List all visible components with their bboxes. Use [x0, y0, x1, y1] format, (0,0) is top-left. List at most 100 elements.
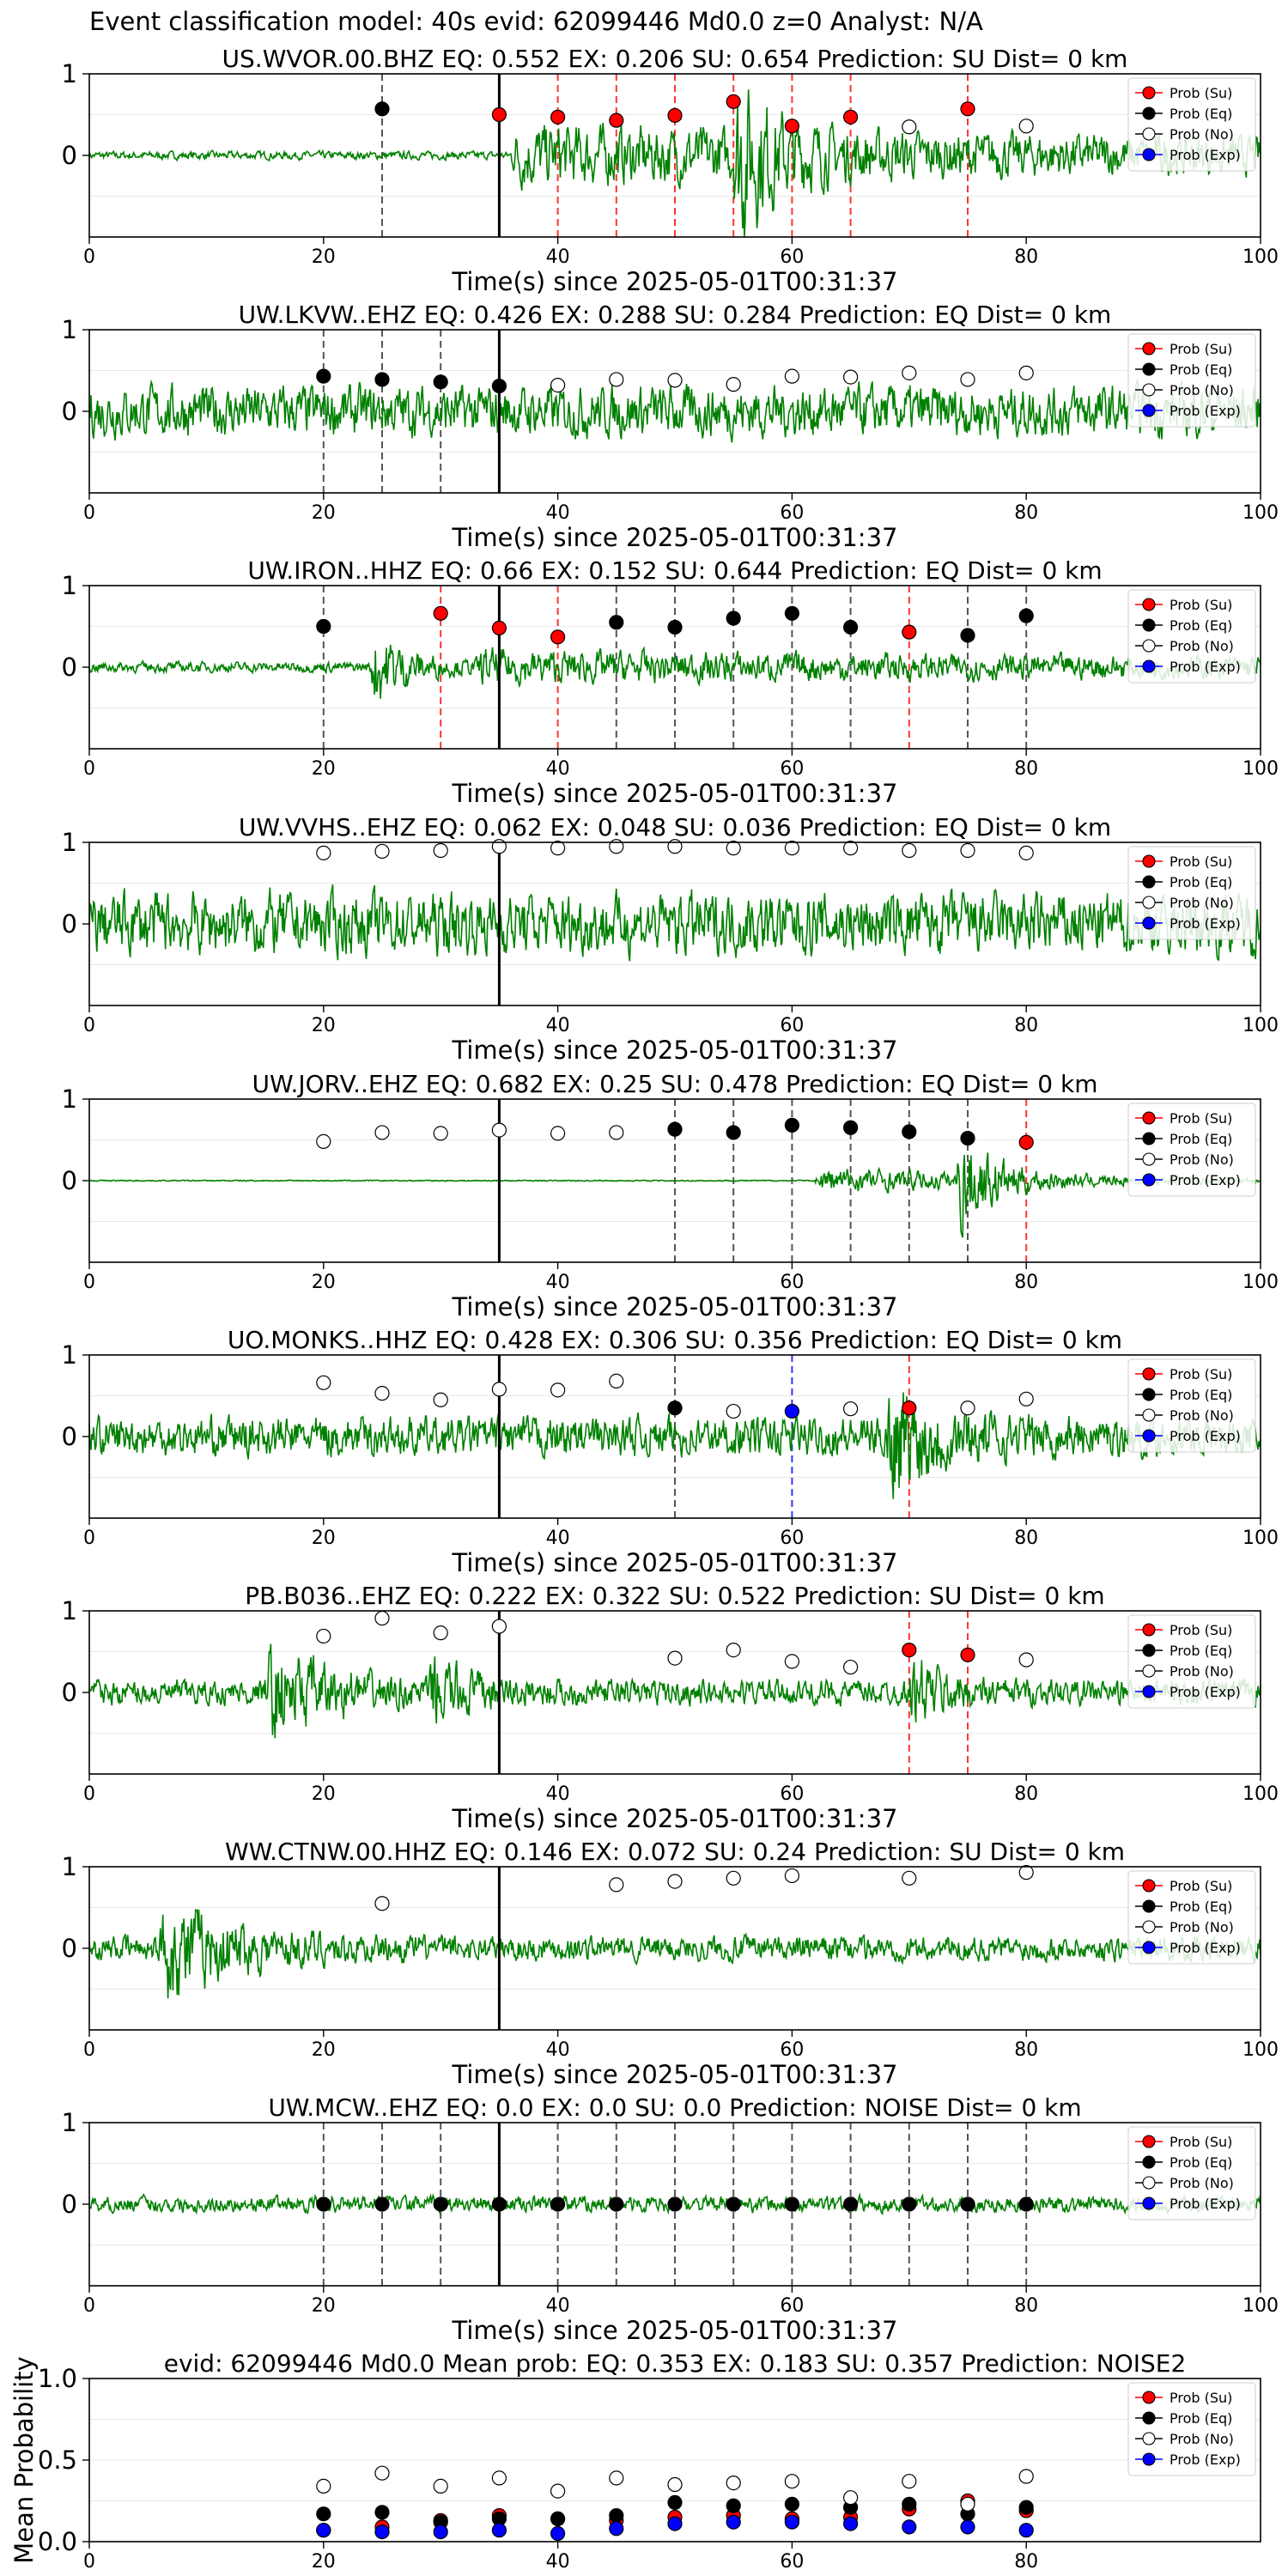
- prob-marker-su: [550, 109, 566, 125]
- mean-prob-marker-eq: [902, 2496, 917, 2512]
- prob-marker-no: [550, 841, 566, 856]
- legend-marker-no: [1142, 2176, 1156, 2190]
- y-tick-label: 0: [62, 1934, 77, 1963]
- prob-marker-no: [609, 839, 624, 854]
- x-tick-label: 100: [1242, 1528, 1279, 1549]
- y-tick-label: 1: [62, 1084, 77, 1114]
- legend-label: Prob (Exp): [1170, 147, 1241, 163]
- waveform-trace: [88, 1643, 1261, 1739]
- x-tick-label: 20: [312, 1528, 336, 1549]
- x-axis-label: Time(s) since 2025-05-01T00:31:37: [452, 1292, 898, 1321]
- legend-marker-no: [1142, 1920, 1156, 1934]
- waveform-trace: [88, 89, 1261, 238]
- x-tick-label: 40: [546, 246, 570, 268]
- legend-marker-exp: [1142, 1941, 1156, 1954]
- x-tick-label: 100: [1242, 246, 1279, 268]
- mean-prob-marker-exp: [726, 2514, 741, 2530]
- prob-marker-eq: [491, 2196, 507, 2212]
- prob-marker-eq: [960, 1130, 975, 1146]
- legend-label: Prob (Su): [1170, 85, 1232, 101]
- prob-marker-no: [1018, 118, 1034, 134]
- x-tick-label: 60: [780, 2295, 804, 2317]
- legend-marker-no: [1142, 1152, 1156, 1166]
- mean-prob-marker-eq: [550, 2511, 566, 2526]
- x-tick-label: 20: [312, 2295, 336, 2317]
- legend-label: Prob (No): [1170, 382, 1234, 398]
- y-tick-label: 0: [62, 909, 77, 939]
- prob-marker-eq: [609, 615, 624, 630]
- prob-marker-no: [1018, 1391, 1034, 1406]
- prob-marker-eq: [491, 378, 507, 394]
- legend-marker-exp: [1142, 2196, 1156, 2210]
- legend-marker-exp: [1142, 1685, 1156, 1698]
- mean-prob-marker-exp: [1018, 2523, 1034, 2538]
- prob-marker-su: [902, 1642, 917, 1658]
- prob-marker-no: [609, 1125, 624, 1140]
- prob-marker-eq: [374, 372, 390, 387]
- legend-label: Prob (No): [1170, 1407, 1234, 1424]
- x-tick-label: 80: [1014, 2295, 1038, 2317]
- panel-5: UW.JORV..EHZ EQ: 0.682 EX: 0.25 SU: 0.47…: [62, 1070, 1279, 1321]
- legend-box: [1127, 77, 1256, 172]
- x-tick-label: 80: [1014, 2039, 1038, 2061]
- prob-marker-eq: [784, 1117, 800, 1133]
- x-tick-label: 0: [83, 246, 95, 268]
- panel-7: PB.B036..EHZ EQ: 0.222 EX: 0.322 SU: 0.5…: [62, 1582, 1279, 1833]
- prob-marker-no: [902, 365, 917, 380]
- prob-marker-eq: [609, 2196, 624, 2212]
- panel-title: UW.VVHS..EHZ EQ: 0.062 EX: 0.048 SU: 0.0…: [239, 813, 1111, 841]
- legend-label: Prob (Eq): [1170, 1387, 1232, 1403]
- legend-marker-no: [1142, 639, 1156, 653]
- legend-marker-no: [1142, 2432, 1156, 2445]
- legend-marker-no: [1142, 1408, 1156, 1422]
- mean-prob-marker-eq: [784, 2496, 800, 2512]
- legend-label: Prob (Eq): [1170, 617, 1232, 634]
- legend-label: Prob (Su): [1170, 597, 1232, 613]
- prob-marker-su: [491, 106, 507, 123]
- x-tick-label: 80: [1014, 1015, 1038, 1036]
- prob-marker-no: [316, 1375, 331, 1390]
- prob-marker-eq: [842, 619, 859, 635]
- x-tick-label: 60: [780, 2551, 804, 2573]
- mean-prob-marker-eq: [374, 2505, 390, 2520]
- legend-marker-exp: [1142, 2452, 1156, 2466]
- x-tick-label: 0: [83, 1528, 95, 1549]
- legend-label: Prob (Eq): [1170, 1899, 1232, 1915]
- x-tick-label: 20: [312, 2551, 336, 2573]
- legend-marker-su: [1142, 1623, 1156, 1637]
- legend-label: Prob (No): [1170, 1151, 1234, 1168]
- prob-marker-no: [667, 1650, 683, 1666]
- legend-marker-eq: [1142, 1132, 1156, 1145]
- x-tick-label: 0: [83, 758, 95, 780]
- x-tick-label: 100: [1242, 1272, 1279, 1293]
- x-tick-label: 40: [546, 1272, 570, 1293]
- x-tick-label: 80: [1014, 246, 1038, 268]
- legend-box: [1127, 1614, 1256, 1709]
- prob-marker-eq: [726, 2196, 741, 2212]
- prob-marker-eq: [1018, 608, 1034, 623]
- panel-title: UO.MONKS..HHZ EQ: 0.428 EX: 0.306 SU: 0.…: [228, 1326, 1122, 1354]
- y-tick-label: 1: [62, 59, 77, 88]
- legend-marker-no: [1142, 1664, 1156, 1678]
- x-tick-label: 60: [780, 502, 804, 524]
- y-tick-label: 0: [62, 2190, 77, 2219]
- figure-title: Event classification model: 40s evid: 62…: [89, 7, 983, 36]
- x-tick-label: 0: [83, 502, 95, 524]
- legend-marker-exp: [1142, 404, 1156, 417]
- x-tick-label: 20: [312, 1783, 336, 1805]
- x-tick-label: 20: [312, 1015, 336, 1036]
- y-tick-label: 1: [62, 1340, 77, 1370]
- prob-marker-no: [726, 1870, 741, 1886]
- x-tick-label: 100: [1242, 2295, 1279, 2317]
- x-axis-label: Time(s) since 2025-05-01T00:31:37: [452, 1804, 898, 1833]
- panel-title: UW.JORV..EHZ EQ: 0.682 EX: 0.25 SU: 0.47…: [252, 1070, 1097, 1098]
- x-tick-label: 40: [546, 2551, 570, 2573]
- legend-box: [1127, 589, 1256, 683]
- legend-marker-su: [1142, 2391, 1156, 2404]
- y-tick-label: 0: [62, 1678, 77, 1707]
- prob-marker-su: [842, 109, 859, 125]
- prob-marker-eq: [784, 2196, 800, 2212]
- mean-prob-marker-no: [784, 2474, 800, 2489]
- prob-marker-eq: [374, 101, 390, 117]
- prob-marker-eq: [667, 1121, 683, 1137]
